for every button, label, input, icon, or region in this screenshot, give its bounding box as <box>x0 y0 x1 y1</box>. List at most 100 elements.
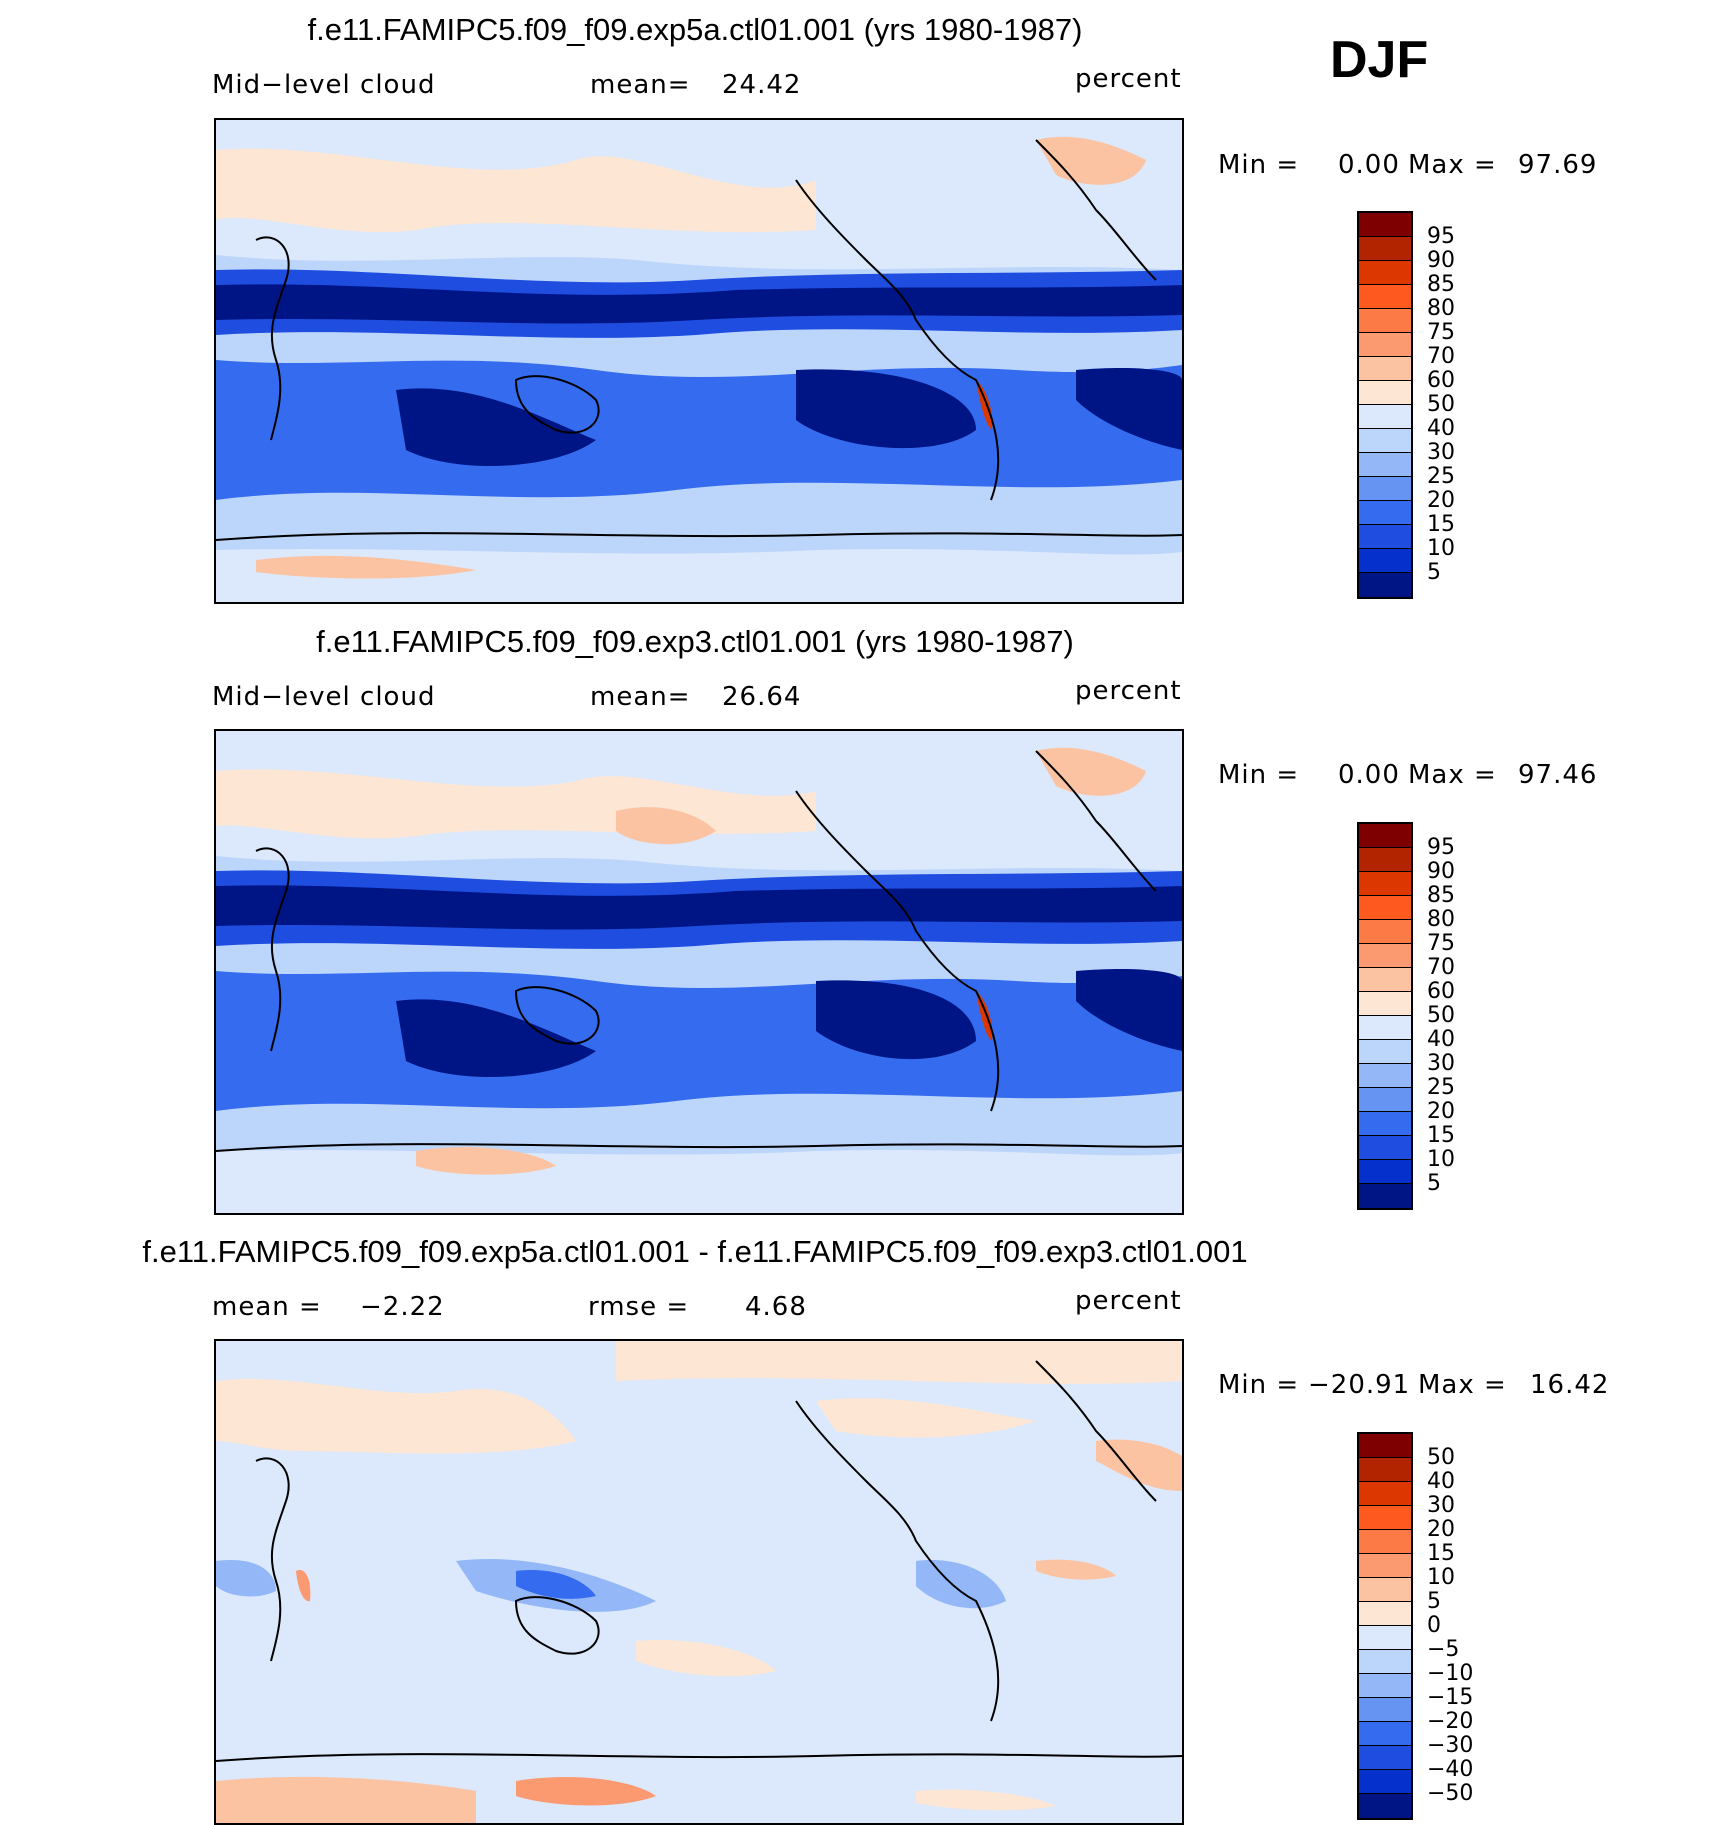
colorbar-swatch <box>1359 477 1411 501</box>
colorbar-tick-label: 95 <box>1427 835 1455 860</box>
panel-1-min-value: 0.00 <box>1338 150 1400 180</box>
panel-2-contour-field <box>216 731 1182 1213</box>
colorbar-tick-label: 10 <box>1427 536 1455 561</box>
colorbar-tick-label: 70 <box>1427 344 1455 369</box>
colorbar-tick-label: −5 <box>1427 1637 1460 1662</box>
panel-1-mean-label: mean= <box>590 70 691 100</box>
colorbar-tick-label: 90 <box>1427 248 1455 273</box>
season-label: DJF <box>1330 31 1429 89</box>
panel-3-units: percent <box>1075 1286 1182 1316</box>
colorbar-tick-label: 50 <box>1427 392 1455 417</box>
colorbar-swatch <box>1359 1458 1411 1482</box>
colorbar-swatch <box>1359 1136 1411 1160</box>
colorbar-tick-label: 5 <box>1427 1589 1441 1614</box>
colorbar-swatch <box>1359 309 1411 333</box>
colorbar-tick-label: −10 <box>1427 1661 1474 1686</box>
colorbar-tick-label: 75 <box>1427 320 1455 345</box>
panel-3-contour-field <box>216 1341 1182 1823</box>
colorbar-swatch <box>1359 848 1411 872</box>
panel-3-max-value: 16.42 <box>1530 1370 1610 1400</box>
colorbar-tick-label: 85 <box>1427 272 1455 297</box>
panel-3-max-label: Max = <box>1418 1370 1507 1400</box>
colorbar-tick-label: 30 <box>1427 1493 1455 1518</box>
colorbar-tick-label: 50 <box>1427 1445 1455 1470</box>
colorbar-swatch <box>1359 1040 1411 1064</box>
colorbar-tick-label: 15 <box>1427 1123 1455 1148</box>
colorbar-swatch <box>1359 1746 1411 1770</box>
colorbar-swatch <box>1359 1794 1411 1818</box>
colorbar-tick-label: 90 <box>1427 859 1455 884</box>
panel-1-title: f.e11.FAMIPC5.f09_f09.exp5a.ctl01.001 (y… <box>307 12 1083 47</box>
colorbar-tick-label: −50 <box>1427 1781 1474 1806</box>
colorbar-tick-label: 30 <box>1427 1051 1455 1076</box>
panel-3-min-label: Min = <box>1218 1370 1300 1400</box>
colorbar-swatch <box>1359 261 1411 285</box>
colorbar-swatch <box>1359 1506 1411 1530</box>
colorbar-box <box>1357 1432 1413 1820</box>
colorbar-swatch <box>1359 429 1411 453</box>
colorbar-tick-label: 95 <box>1427 224 1455 249</box>
colorbar-swatch <box>1359 1160 1411 1184</box>
colorbar-swatch <box>1359 285 1411 309</box>
panel-1-units: percent <box>1075 64 1182 94</box>
colorbar-swatch <box>1359 872 1411 896</box>
panel-1-min-label: Min = <box>1218 150 1300 180</box>
colorbar-swatch <box>1359 992 1411 1016</box>
colorbar-swatch <box>1359 213 1411 237</box>
colorbar-swatch <box>1359 1770 1411 1794</box>
colorbar-tick-label: 40 <box>1427 416 1455 441</box>
panel-2-units: percent <box>1075 676 1182 706</box>
colorbar-swatch <box>1359 1698 1411 1722</box>
colorbar-swatch <box>1359 944 1411 968</box>
panel-1-max-value: 97.69 <box>1518 150 1598 180</box>
colorbar-tick-label: −30 <box>1427 1733 1474 1758</box>
colorbar-tick-label: 20 <box>1427 1099 1455 1124</box>
colorbar-tick-label: 20 <box>1427 1517 1455 1542</box>
colorbar-swatch <box>1359 1530 1411 1554</box>
colorbar-swatch <box>1359 525 1411 549</box>
colorbar-swatch <box>1359 381 1411 405</box>
colorbar-tick-label: 80 <box>1427 907 1455 932</box>
colorbar-swatch <box>1359 1434 1411 1458</box>
colorbar-swatch <box>1359 1602 1411 1626</box>
colorbar-swatch <box>1359 1554 1411 1578</box>
colorbar-swatch <box>1359 1112 1411 1136</box>
colorbar-swatch <box>1359 1650 1411 1674</box>
colorbar-tick-label: 40 <box>1427 1469 1455 1494</box>
panel-2-min-value: 0.00 <box>1338 760 1400 790</box>
panel-3-mean-label: mean = <box>212 1292 322 1322</box>
panel-2-mean-label: mean= <box>590 682 691 712</box>
colorbar-tick-label: 40 <box>1427 1027 1455 1052</box>
colorbar-tick-label: 10 <box>1427 1565 1455 1590</box>
colorbar-swatch <box>1359 453 1411 477</box>
colorbar-tick-label: 80 <box>1427 296 1455 321</box>
colorbar-tick-label: 15 <box>1427 512 1455 537</box>
panel-1-contour-field <box>216 120 1182 602</box>
colorbar-box <box>1357 822 1413 1210</box>
colorbar-tick-label: 60 <box>1427 979 1455 1004</box>
colorbar-tick-label: 85 <box>1427 883 1455 908</box>
colorbar-tick-label: 50 <box>1427 1003 1455 1028</box>
colorbar-tick-label: 30 <box>1427 440 1455 465</box>
colorbar-tick-label: −15 <box>1427 1685 1474 1710</box>
colorbar-swatch <box>1359 1088 1411 1112</box>
colorbar-swatch <box>1359 920 1411 944</box>
panel-3-mean-value: −2.22 <box>360 1292 445 1322</box>
panel-3-map <box>214 1339 1184 1825</box>
colorbar-swatch <box>1359 1016 1411 1040</box>
colorbar-swatch <box>1359 1722 1411 1746</box>
colorbar-tick-label: 25 <box>1427 464 1455 489</box>
colorbar-swatch <box>1359 1674 1411 1698</box>
panel-3-title: f.e11.FAMIPC5.f09_f09.exp5a.ctl01.001 - … <box>142 1234 1248 1269</box>
colorbar-swatch <box>1359 1578 1411 1602</box>
colorbar-box <box>1357 211 1413 599</box>
colorbar-tick-label: 5 <box>1427 560 1441 585</box>
panel-1-map <box>214 118 1184 604</box>
colorbar-tick-label: −40 <box>1427 1757 1474 1782</box>
colorbar-tick-label: 15 <box>1427 1541 1455 1566</box>
panel-1-mean-value: 24.42 <box>722 70 802 100</box>
colorbar-swatch <box>1359 1064 1411 1088</box>
panel-2-min-label: Min = <box>1218 760 1300 790</box>
colorbar-swatch <box>1359 237 1411 261</box>
colorbar-tick-label: 5 <box>1427 1171 1441 1196</box>
